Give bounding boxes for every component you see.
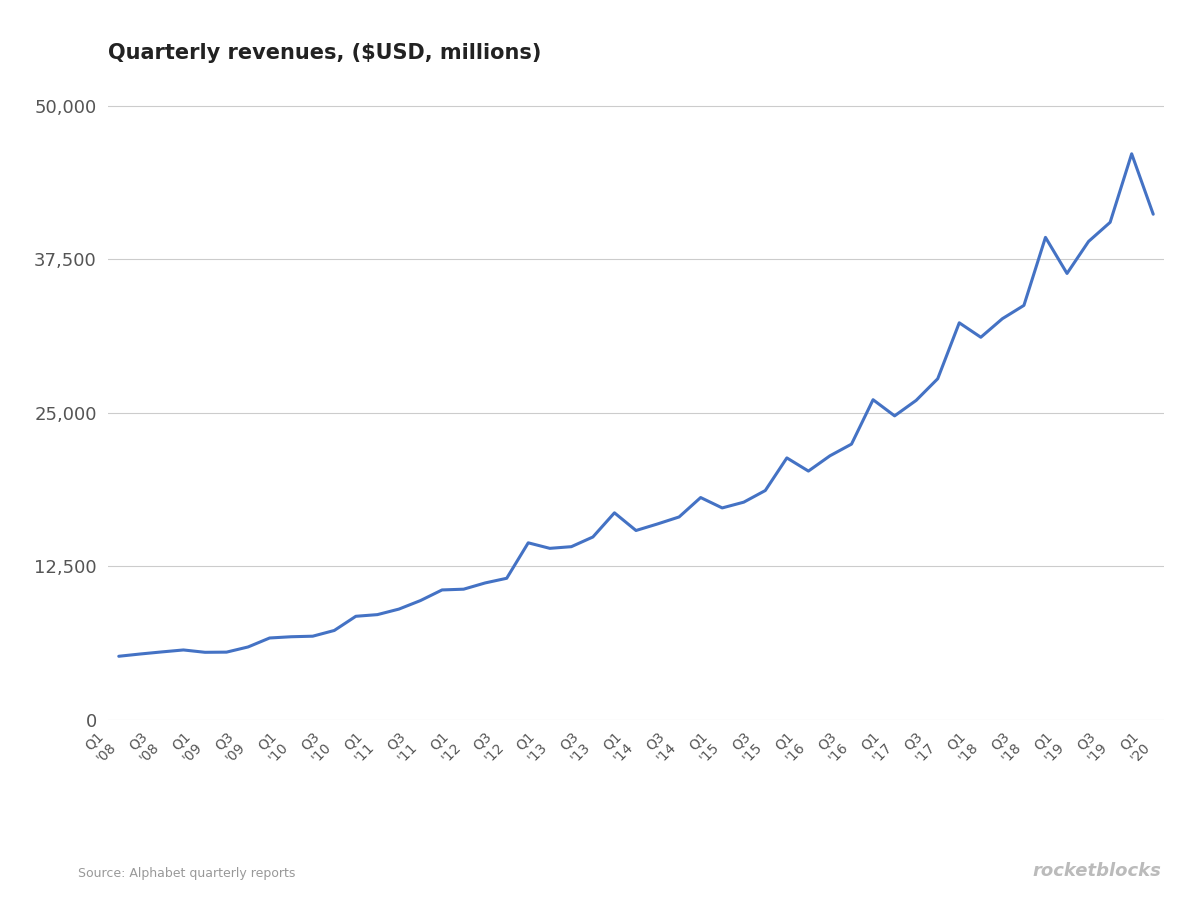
Text: Quarterly revenues, ($USD, millions): Quarterly revenues, ($USD, millions) <box>108 43 541 63</box>
Text: Source: Alphabet quarterly reports: Source: Alphabet quarterly reports <box>78 868 295 880</box>
Text: rocketblocks: rocketblocks <box>1033 862 1162 880</box>
